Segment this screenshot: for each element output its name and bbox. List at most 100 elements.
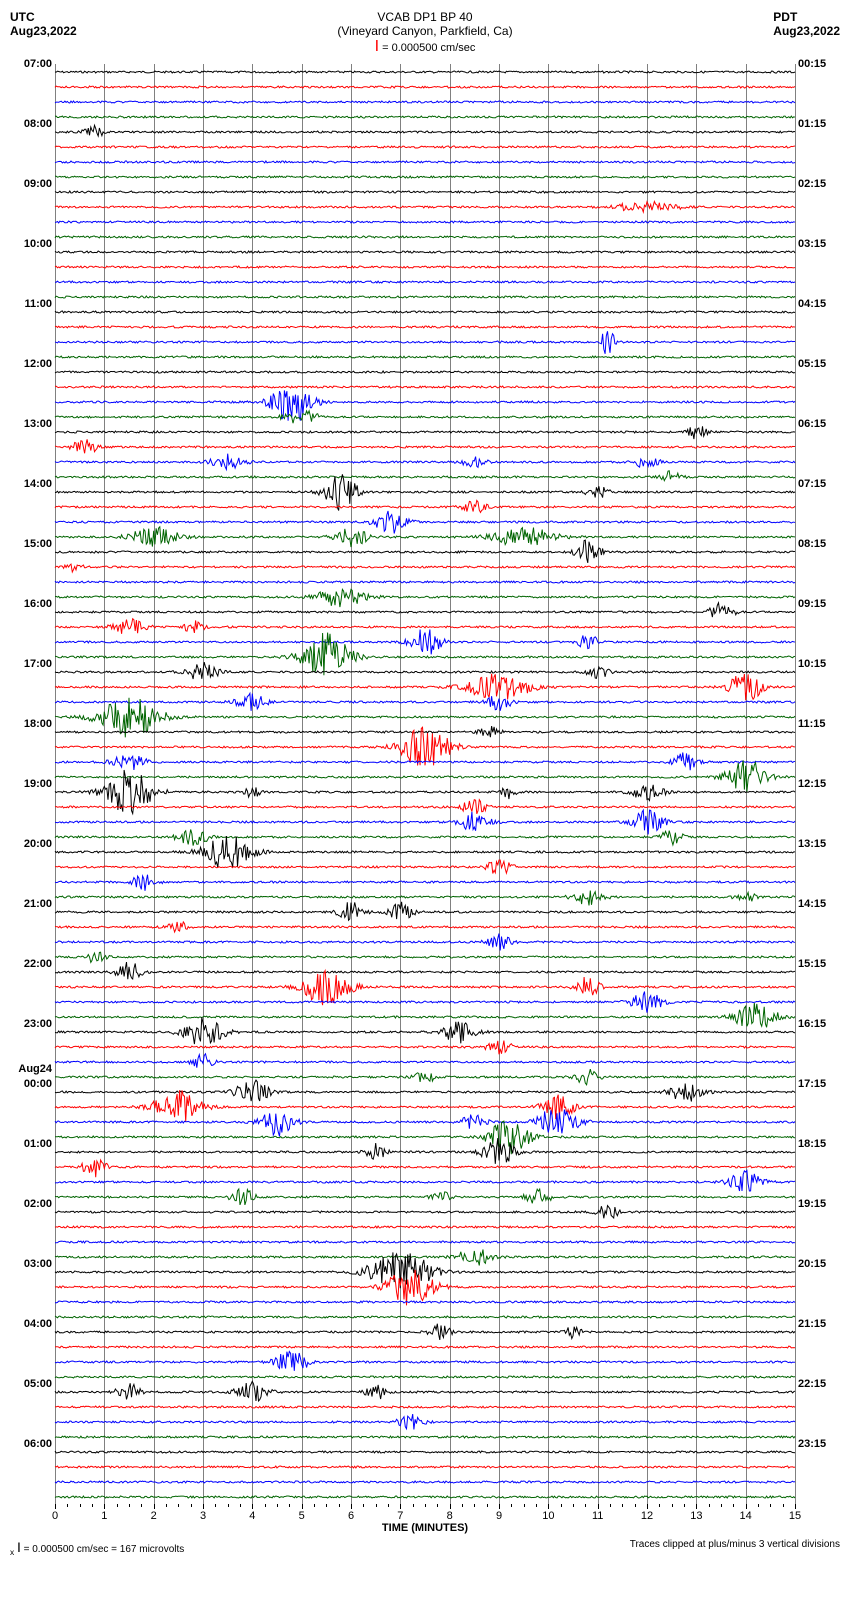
- utc-time-label: 16:00: [10, 598, 52, 610]
- local-time-label: 13:15: [798, 838, 840, 850]
- x-tick-minor: [622, 1504, 623, 1507]
- local-time-label: 16:15: [798, 1018, 840, 1030]
- x-tick: [154, 1504, 155, 1509]
- x-tick-minor: [770, 1504, 771, 1507]
- right-date: Aug23,2022: [773, 24, 840, 38]
- x-tick-minor: [758, 1504, 759, 1507]
- x-tick-label: 9: [496, 1510, 502, 1522]
- local-time-label: 23:15: [798, 1438, 840, 1450]
- x-tick-minor: [511, 1504, 512, 1507]
- x-tick-minor: [215, 1504, 216, 1507]
- utc-time-label: 05:00: [10, 1378, 52, 1390]
- utc-time-label: 09:00: [10, 178, 52, 190]
- x-tick-label: 15: [789, 1510, 801, 1522]
- x-tick-label: 10: [542, 1510, 554, 1522]
- x-tick-minor: [462, 1504, 463, 1507]
- utc-time-label: 06:00: [10, 1438, 52, 1450]
- x-tick: [746, 1504, 747, 1509]
- x-tick-minor: [376, 1504, 377, 1507]
- x-tick: [795, 1504, 796, 1509]
- x-tick-label: 5: [299, 1510, 305, 1522]
- footer-left: x I = 0.000500 cm/sec = 167 microvolts: [10, 1539, 184, 1557]
- utc-time-label: 10:00: [10, 238, 52, 250]
- x-tick-minor: [363, 1504, 364, 1507]
- x-tick: [499, 1504, 500, 1509]
- x-tick-label: 7: [397, 1510, 403, 1522]
- local-time-label: 18:15: [798, 1138, 840, 1150]
- x-tick-minor: [783, 1504, 784, 1507]
- utc-time-label: 19:00: [10, 778, 52, 790]
- local-time-label: 12:15: [798, 778, 840, 790]
- local-time-label: 09:15: [798, 598, 840, 610]
- title-line2: (Vineyard Canyon, Parkfield, Ca): [77, 24, 774, 38]
- x-tick: [351, 1504, 352, 1509]
- x-tick-label: 12: [641, 1510, 653, 1522]
- x-tick: [598, 1504, 599, 1509]
- utc-time-label: 14:00: [10, 478, 52, 490]
- x-tick-minor: [117, 1504, 118, 1507]
- x-tick: [104, 1504, 105, 1509]
- x-tick: [252, 1504, 253, 1509]
- x-tick-minor: [129, 1504, 130, 1507]
- x-tick-label: 3: [200, 1510, 206, 1522]
- x-axis: TIME (MINUTES) 0123456789101112131415: [55, 1504, 795, 1534]
- left-date: Aug23,2022: [10, 24, 77, 38]
- x-tick-minor: [536, 1504, 537, 1507]
- x-tick-minor: [265, 1504, 266, 1507]
- x-tick: [696, 1504, 697, 1509]
- local-time-label: 00:15: [798, 58, 840, 70]
- local-time-label: 06:15: [798, 418, 840, 430]
- right-timezone: PDT: [773, 10, 840, 24]
- utc-time-label: 13:00: [10, 418, 52, 430]
- utc-time-label: 07:00: [10, 58, 52, 70]
- utc-time-label: 20:00: [10, 838, 52, 850]
- x-tick-minor: [413, 1504, 414, 1507]
- x-tick-minor: [92, 1504, 93, 1507]
- local-time-label: 17:15: [798, 1078, 840, 1090]
- x-tick-minor: [178, 1504, 179, 1507]
- utc-time-label: 15:00: [10, 538, 52, 550]
- x-tick-minor: [709, 1504, 710, 1507]
- utc-time-label: 17:00: [10, 658, 52, 670]
- local-time-label: 08:15: [798, 538, 840, 550]
- x-tick: [450, 1504, 451, 1509]
- utc-time-label: 18:00: [10, 718, 52, 730]
- x-tick-minor: [474, 1504, 475, 1507]
- x-tick-minor: [437, 1504, 438, 1507]
- x-tick-minor: [339, 1504, 340, 1507]
- local-time-label: 03:15: [798, 238, 840, 250]
- x-tick: [400, 1504, 401, 1509]
- x-tick-label: 8: [447, 1510, 453, 1522]
- x-tick-label: 6: [348, 1510, 354, 1522]
- x-tick-minor: [573, 1504, 574, 1507]
- local-time-label: 11:15: [798, 718, 840, 730]
- x-tick-minor: [314, 1504, 315, 1507]
- footer-right: Traces clipped at plus/minus 3 vertical …: [630, 1539, 840, 1557]
- x-tick-minor: [684, 1504, 685, 1507]
- x-tick-label: 4: [249, 1510, 255, 1522]
- utc-time-label: 12:00: [10, 358, 52, 370]
- x-tick-minor: [388, 1504, 389, 1507]
- local-time-label: 21:15: [798, 1318, 840, 1330]
- x-tick-minor: [289, 1504, 290, 1507]
- x-tick-minor: [326, 1504, 327, 1507]
- local-time-label: 04:15: [798, 298, 840, 310]
- header-right: PDT Aug23,2022: [773, 10, 840, 38]
- x-tick: [55, 1504, 56, 1509]
- x-tick-minor: [610, 1504, 611, 1507]
- x-tick-minor: [166, 1504, 167, 1507]
- x-tick-minor: [733, 1504, 734, 1507]
- x-tick-label: 2: [151, 1510, 157, 1522]
- x-tick-minor: [721, 1504, 722, 1507]
- utc-time-label: 00:00: [10, 1078, 52, 1090]
- footer: x I = 0.000500 cm/sec = 167 microvolts T…: [10, 1539, 840, 1557]
- utc-time-label: Aug24: [10, 1063, 52, 1075]
- utc-time-label: 01:00: [10, 1138, 52, 1150]
- x-tick-label: 11: [592, 1510, 603, 1522]
- local-time-label: 05:15: [798, 358, 840, 370]
- x-tick-label: 13: [690, 1510, 702, 1522]
- local-time-label: 22:15: [798, 1378, 840, 1390]
- x-tick-label: 0: [52, 1510, 58, 1522]
- utc-time-label: 04:00: [10, 1318, 52, 1330]
- utc-time-label: 23:00: [10, 1018, 52, 1030]
